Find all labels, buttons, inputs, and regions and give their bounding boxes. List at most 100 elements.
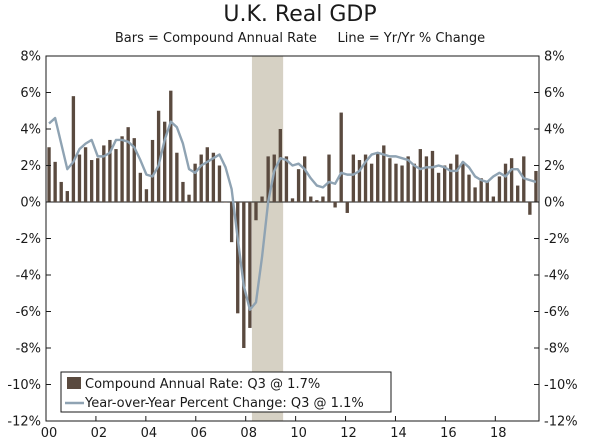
bar	[284, 156, 289, 203]
bar	[120, 136, 124, 202]
bar	[528, 202, 532, 215]
y-tick-label: 6%	[544, 86, 565, 101]
bar	[296, 169, 301, 202]
x-axis: 00 02 04 06 08 10 12 14 16 18	[41, 416, 507, 441]
y-tick-label: 0%	[544, 196, 565, 211]
bar	[205, 147, 209, 202]
bar	[461, 161, 465, 202]
legend-box	[60, 371, 392, 413]
x-tick-label: 16	[440, 426, 457, 441]
x-tick-label: 12	[340, 426, 357, 441]
legend-line-label: Year-over-Year Percent Change: Q3 @ 1.1%	[84, 396, 364, 411]
bar	[217, 165, 222, 202]
bar	[278, 129, 282, 202]
y-tick-label: -10%	[544, 378, 578, 393]
bar	[503, 163, 508, 202]
bar	[236, 202, 240, 314]
bar	[497, 176, 502, 202]
bar	[248, 202, 252, 328]
bar	[144, 189, 149, 202]
bar	[199, 154, 203, 202]
bar	[333, 202, 337, 208]
x-tick-label: 06	[190, 426, 207, 441]
y-tick-label: -4%	[544, 269, 569, 284]
bar	[254, 202, 258, 221]
bar	[534, 170, 538, 202]
bar	[266, 156, 270, 203]
bar	[89, 160, 94, 202]
y-tick-label: -6%	[544, 305, 569, 320]
bar	[400, 165, 404, 202]
bar	[193, 163, 197, 202]
bar	[485, 181, 489, 202]
bar	[382, 145, 386, 202]
bar	[363, 154, 368, 202]
y-tick-label: -12%	[7, 415, 41, 430]
bar	[169, 90, 173, 202]
recession-band	[251, 56, 284, 421]
bar	[96, 158, 100, 202]
bar	[455, 154, 459, 202]
bar	[424, 156, 429, 203]
bar	[156, 110, 161, 202]
bar	[175, 152, 179, 202]
plot-frame	[45, 55, 540, 422]
bar	[357, 160, 362, 202]
y-tick-label: -12%	[544, 415, 578, 430]
bar	[369, 163, 374, 202]
bar	[65, 191, 69, 202]
bar	[345, 202, 349, 213]
bar	[339, 112, 343, 202]
x-tick-label: 10	[290, 426, 307, 441]
bar	[516, 185, 520, 202]
bar	[211, 152, 216, 202]
y-tick-label: -8%	[544, 342, 569, 357]
bar	[163, 121, 167, 202]
bar	[412, 163, 416, 202]
x-tick-label: 04	[141, 426, 158, 441]
x-tick-label: 18	[490, 426, 507, 441]
bar	[406, 156, 410, 203]
bar	[436, 172, 441, 202]
y-tick-label: -8%	[16, 342, 41, 357]
bar	[376, 152, 380, 202]
bar	[59, 181, 63, 202]
y-tick-label: 4%	[544, 123, 565, 138]
y-tick-label: 2%	[20, 159, 41, 174]
bar	[442, 165, 447, 202]
x-tick-label: 08	[240, 426, 257, 441]
y-axis-left: 8% 6% 4% 2% 0% -2% -4% -6% -8% -10% -12%	[7, 50, 51, 430]
y-tick-label: 8%	[20, 50, 41, 65]
bar	[309, 196, 313, 202]
bar	[83, 147, 88, 202]
bar	[467, 174, 471, 203]
bar	[47, 147, 51, 202]
bar	[102, 145, 106, 202]
bar	[71, 96, 76, 202]
bar	[327, 154, 331, 202]
bar	[479, 178, 483, 202]
bar	[108, 139, 112, 202]
bar	[473, 187, 477, 202]
bar	[77, 154, 82, 202]
bar	[315, 200, 319, 202]
bar	[114, 149, 118, 202]
bar	[272, 154, 276, 202]
bar-series	[47, 90, 538, 348]
x-tick-label: 14	[390, 426, 407, 441]
bar	[394, 163, 398, 202]
bar	[418, 149, 422, 202]
bar	[138, 172, 143, 202]
bar	[449, 163, 453, 202]
y-tick-label: 2%	[544, 159, 565, 174]
bar	[126, 127, 130, 202]
bar	[223, 202, 228, 203]
bar	[53, 161, 57, 202]
bar	[509, 158, 514, 202]
bar	[491, 196, 496, 202]
y-tick-label: -6%	[16, 305, 41, 320]
bar	[290, 198, 295, 202]
y-tick-label: -10%	[7, 378, 41, 393]
y-tick-label: 0%	[20, 196, 41, 211]
chart-subtitle: Bars = Compound Annual Rate Line = Yr/Yr…	[114, 31, 486, 46]
